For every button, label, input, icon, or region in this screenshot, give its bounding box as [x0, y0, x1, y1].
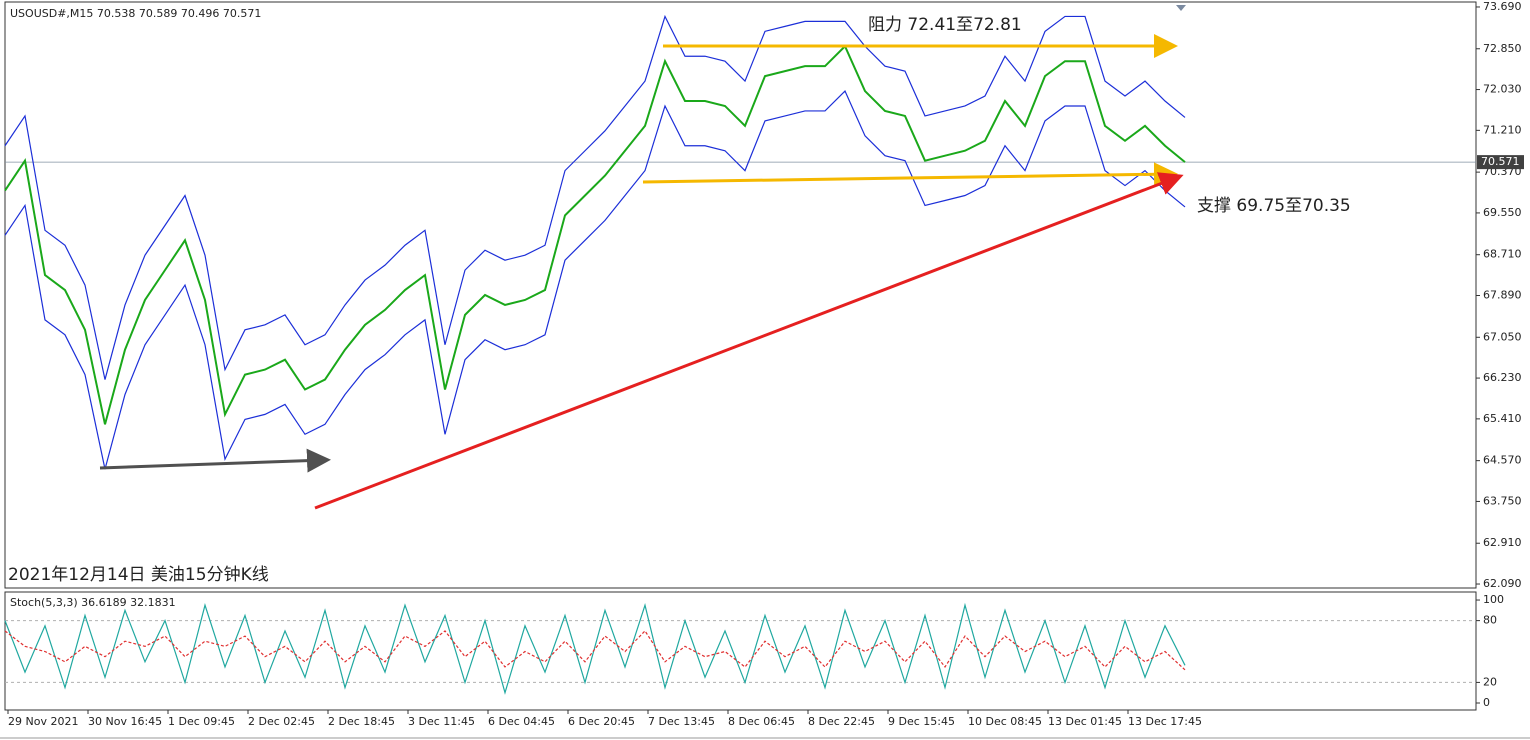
y-tick-label: 65.410 — [1483, 412, 1522, 425]
x-tick-label: 8 Dec 22:45 — [808, 715, 875, 728]
y-tick-label: 64.570 — [1483, 454, 1522, 467]
y-tick-label: 67.050 — [1483, 330, 1522, 343]
trend-line — [314, 172, 1184, 510]
y-tick-label: 69.550 — [1483, 206, 1522, 219]
main-panel — [4, 1, 1477, 589]
series-line — [4, 602, 1186, 695]
x-tick-label: 2 Dec 18:45 — [328, 715, 395, 728]
x-tick-label: 8 Dec 06:45 — [728, 715, 795, 728]
series-line — [4, 90, 1186, 470]
x-tick-label: 13 Dec 01:45 — [1048, 715, 1122, 728]
x-tick-label: 30 Nov 16:45 — [88, 715, 162, 728]
shift-marker — [1176, 5, 1186, 11]
x-tick-label: 10 Dec 08:45 — [968, 715, 1042, 728]
x-tick-label: 6 Dec 04:45 — [488, 715, 555, 728]
y-tick-label: 72.850 — [1483, 42, 1522, 55]
x-tick-label: 3 Dec 11:45 — [408, 715, 475, 728]
symbol-title: USOUSD#,M15 70.538 70.589 70.496 70.571 — [10, 7, 261, 20]
y-tick-label: 72.030 — [1483, 83, 1522, 96]
x-tick-label: 13 Dec 17:45 — [1128, 715, 1202, 728]
chart-caption: 2021年12月14日 美油15分钟K线 — [8, 565, 269, 585]
y-tick-label: 20 — [1483, 675, 1497, 688]
x-tick-label: 9 Dec 15:45 — [888, 715, 955, 728]
x-tick-label: 6 Dec 20:45 — [568, 715, 635, 728]
gray-arrow — [99, 448, 331, 473]
resistance-note: 阻力 72.41至72.81 — [868, 15, 1022, 35]
last-price-box — [1477, 155, 1524, 170]
y-tick-label: 62.910 — [1483, 536, 1522, 549]
stoch-title: Stoch(5,3,3) 36.6189 32.1831 — [10, 596, 176, 609]
series-line — [4, 14, 1186, 380]
support-note: 支撑 69.75至70.35 — [1197, 196, 1351, 216]
x-tick-label: 1 Dec 09:45 — [168, 715, 235, 728]
y-tick-label: 0 — [1483, 696, 1490, 709]
support-line — [642, 162, 1178, 187]
y-tick-label: 62.090 — [1483, 577, 1522, 590]
stoch-panel — [4, 591, 1477, 711]
y-tick-label: 67.890 — [1483, 288, 1522, 301]
series-line — [4, 629, 1186, 671]
x-tick-label: 7 Dec 13:45 — [648, 715, 715, 728]
last-price-label: 70.571 — [1481, 155, 1520, 168]
y-tick-label: 68.710 — [1483, 248, 1522, 261]
y-tick-label: 63.750 — [1483, 494, 1522, 507]
y-tick-label: 71.210 — [1483, 123, 1522, 136]
x-tick-label: 2 Dec 02:45 — [248, 715, 315, 728]
y-tick-label: 80 — [1483, 614, 1497, 627]
series-line — [4, 44, 1186, 425]
y-tick-label: 100 — [1483, 593, 1504, 606]
y-tick-label: 73.690 — [1483, 0, 1522, 13]
y-tick-label: 66.230 — [1483, 371, 1522, 384]
x-tick-label: 29 Nov 2021 — [8, 715, 78, 728]
